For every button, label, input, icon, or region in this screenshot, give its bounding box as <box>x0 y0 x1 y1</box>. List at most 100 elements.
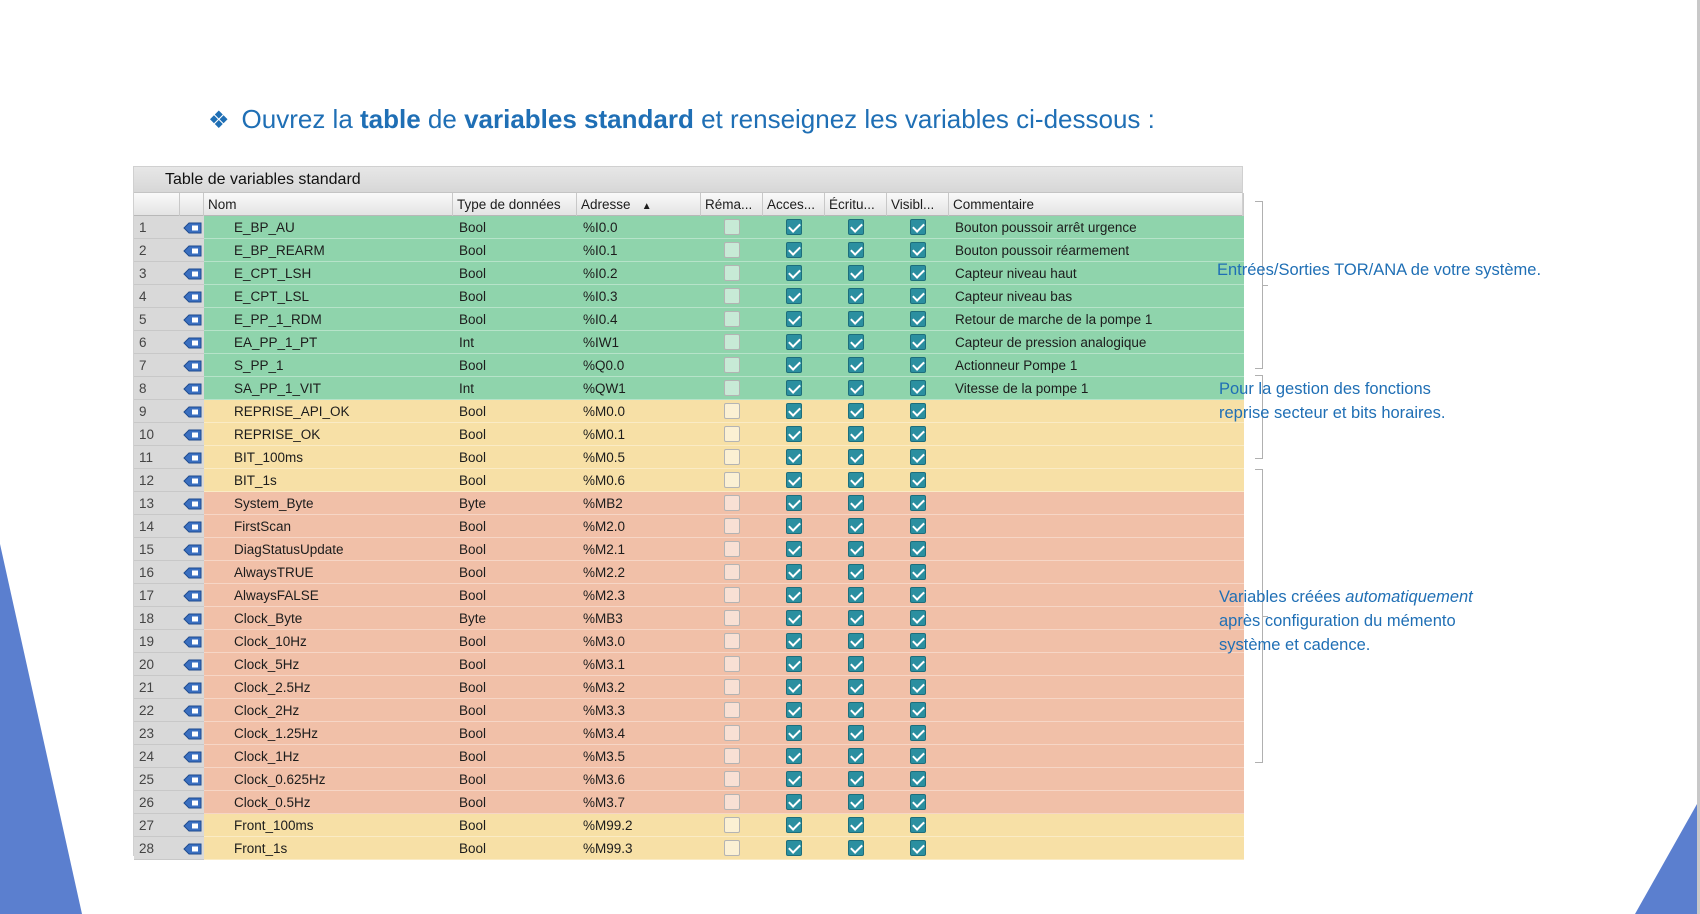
visible-checkbox[interactable] <box>910 748 926 764</box>
comment-cell[interactable] <box>949 768 1244 791</box>
accessible-checkbox[interactable] <box>786 610 802 626</box>
table-row[interactable]: 7 S_PP_1 Bool %Q0.0 Actionneur Pompe 1 <box>134 354 1244 377</box>
ecriture-checkbox[interactable] <box>848 656 864 672</box>
comment-cell[interactable]: Retour de marche de la pompe 1 <box>955 312 1153 327</box>
remanent-checkbox[interactable] <box>724 288 740 304</box>
accessible-checkbox[interactable] <box>786 633 802 649</box>
ecriture-checkbox[interactable] <box>848 403 864 419</box>
ecriture-checkbox[interactable] <box>848 357 864 373</box>
header-nom[interactable]: Nom <box>204 193 453 216</box>
table-row[interactable]: 19 Clock_10Hz Bool %M3.0 <box>134 630 1244 653</box>
data-type-cell[interactable]: Bool <box>459 749 487 764</box>
ecriture-checkbox[interactable] <box>848 380 864 396</box>
variable-name-cell[interactable]: AlwaysTRUE <box>234 565 314 580</box>
data-type-cell[interactable]: Bool <box>459 404 487 419</box>
data-type-cell[interactable]: Int <box>459 335 475 350</box>
table-row[interactable]: 10 REPRISE_OK Bool %M0.1 <box>134 423 1244 446</box>
visible-checkbox[interactable] <box>910 564 926 580</box>
visible-checkbox[interactable] <box>910 679 926 695</box>
address-cell[interactable]: %MB2 <box>583 496 623 511</box>
table-row[interactable]: 14 FirstScan Bool %M2.0 <box>134 515 1244 538</box>
comment-cell[interactable]: Capteur de pression analogique <box>955 335 1147 350</box>
accessible-checkbox[interactable] <box>786 449 802 465</box>
table-row[interactable]: 21 Clock_2.5Hz Bool %M3.2 <box>134 676 1244 699</box>
table-row[interactable]: 24 Clock_1Hz Bool %M3.5 <box>134 745 1244 768</box>
address-cell[interactable]: %M2.3 <box>583 588 626 603</box>
comment-cell[interactable]: Capteur niveau haut <box>955 266 1077 281</box>
visible-checkbox[interactable] <box>910 357 926 373</box>
variable-name-cell[interactable]: Clock_10Hz <box>234 634 307 649</box>
comment-cell[interactable]: Vitesse de la pompe 1 <box>955 381 1089 396</box>
comment-cell[interactable] <box>949 722 1244 745</box>
variable-name-cell[interactable]: Clock_1Hz <box>234 749 300 764</box>
accessible-checkbox[interactable] <box>786 403 802 419</box>
address-cell[interactable]: %I0.2 <box>583 266 618 281</box>
variable-name-cell[interactable]: FirstScan <box>234 519 292 534</box>
data-type-cell[interactable]: Bool <box>459 565 487 580</box>
ecriture-checkbox[interactable] <box>848 541 864 557</box>
variable-name-cell[interactable]: S_PP_1 <box>234 358 284 373</box>
visible-checkbox[interactable] <box>910 725 926 741</box>
accessible-checkbox[interactable] <box>786 840 802 856</box>
table-row[interactable]: 1 E_BP_AU Bool %I0.0 Bouton poussoir arrêt u… <box>134 216 1244 239</box>
data-type-cell[interactable]: Bool <box>459 220 487 235</box>
remanent-checkbox[interactable] <box>724 265 740 281</box>
ecriture-checkbox[interactable] <box>848 219 864 235</box>
visible-checkbox[interactable] <box>910 633 926 649</box>
table-row[interactable]: 17 AlwaysFALSE Bool %M2.3 <box>134 584 1244 607</box>
variable-name-cell[interactable]: SA_PP_1_VIT <box>234 381 322 396</box>
header-adresse[interactable]: Adresse ▲ <box>577 193 701 216</box>
ecriture-checkbox[interactable] <box>848 840 864 856</box>
ecriture-checkbox[interactable] <box>848 242 864 258</box>
remanent-checkbox[interactable] <box>724 495 740 511</box>
header-type[interactable]: Type de données <box>453 193 577 216</box>
remanent-checkbox[interactable] <box>724 242 740 258</box>
accessible-checkbox[interactable] <box>786 587 802 603</box>
comment-cell[interactable] <box>949 676 1244 699</box>
address-cell[interactable]: %M3.3 <box>583 703 626 718</box>
data-type-cell[interactable]: Bool <box>459 795 487 810</box>
data-type-cell[interactable]: Bool <box>459 818 487 833</box>
table-row[interactable]: 12 BIT_1s Bool %M0.6 <box>134 469 1244 492</box>
data-type-cell[interactable]: Bool <box>459 703 487 718</box>
visible-checkbox[interactable] <box>910 587 926 603</box>
visible-checkbox[interactable] <box>910 242 926 258</box>
header-accessible[interactable]: Acces... <box>763 193 825 216</box>
remanent-checkbox[interactable] <box>724 656 740 672</box>
data-type-cell[interactable]: Bool <box>459 542 487 557</box>
visible-checkbox[interactable] <box>910 426 926 442</box>
variable-name-cell[interactable]: EA_PP_1_PT <box>234 335 318 350</box>
remanent-checkbox[interactable] <box>724 771 740 787</box>
address-cell[interactable]: %IW1 <box>583 335 620 350</box>
visible-checkbox[interactable] <box>910 380 926 396</box>
address-cell[interactable]: %M0.5 <box>583 450 626 465</box>
comment-cell[interactable]: Bouton poussoir arrêt urgence <box>955 220 1137 235</box>
address-cell[interactable]: %M3.0 <box>583 634 626 649</box>
header-ecriture[interactable]: Écritu... <box>825 193 887 216</box>
address-cell[interactable]: %Q0.0 <box>583 358 625 373</box>
visible-checkbox[interactable] <box>910 840 926 856</box>
table-row[interactable]: 22 Clock_2Hz Bool %M3.3 <box>134 699 1244 722</box>
ecriture-checkbox[interactable] <box>848 449 864 465</box>
comment-cell[interactable] <box>949 584 1244 607</box>
data-type-cell[interactable]: Bool <box>459 634 487 649</box>
accessible-checkbox[interactable] <box>786 357 802 373</box>
comment-cell[interactable]: Capteur niveau bas <box>955 289 1073 304</box>
ecriture-checkbox[interactable] <box>848 334 864 350</box>
comment-cell[interactable] <box>949 791 1244 814</box>
data-type-cell[interactable]: Int <box>459 381 475 396</box>
ecriture-checkbox[interactable] <box>848 771 864 787</box>
table-row[interactable]: 26 Clock_0.5Hz Bool %M3.7 <box>134 791 1244 814</box>
table-row[interactable]: 8 SA_PP_1_VIT Int %QW1 Vitesse de la pompe 1 <box>134 377 1244 400</box>
remanent-checkbox[interactable] <box>724 702 740 718</box>
variable-name-cell[interactable]: Front_100ms <box>234 818 314 833</box>
visible-checkbox[interactable] <box>910 311 926 327</box>
address-cell[interactable]: %I0.1 <box>583 243 618 258</box>
remanent-checkbox[interactable] <box>724 518 740 534</box>
accessible-checkbox[interactable] <box>786 380 802 396</box>
table-row[interactable]: 5 E_PP_1_RDM Bool %I0.4 Retour de marche de … <box>134 308 1244 331</box>
accessible-checkbox[interactable] <box>786 725 802 741</box>
accessible-checkbox[interactable] <box>786 288 802 304</box>
visible-checkbox[interactable] <box>910 449 926 465</box>
variable-name-cell[interactable]: E_CPT_LSH <box>234 266 312 281</box>
